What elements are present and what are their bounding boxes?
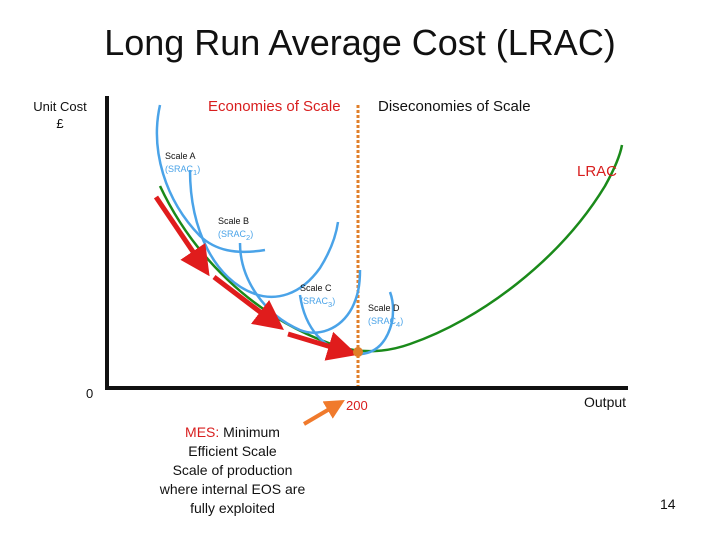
mes-output-value: 200	[346, 398, 368, 413]
lrac-curve	[158, 144, 624, 353]
eos-arrow-3	[287, 331, 358, 361]
srac-c-code: (SRAC3)	[300, 296, 336, 309]
srac-b-code: (SRAC2)	[218, 229, 254, 242]
lrac-label: LRAC	[577, 163, 618, 180]
mes-abbr: MES:	[185, 424, 220, 440]
mes-point	[353, 347, 363, 357]
mes-definition: MES: Minimum Efficient Scale Scale of pr…	[150, 423, 315, 518]
economies-of-scale-label: Economies of Scale	[208, 98, 341, 115]
srac-c-curve	[238, 242, 362, 334]
srac-d-code: (SRAC4)	[368, 316, 404, 329]
srac-b-label: Scale B (SRAC2)	[218, 215, 253, 244]
srac-d-curve	[298, 291, 395, 356]
slide-title: Long Run Average Cost (LRAC)	[104, 22, 616, 63]
origin-label: 0	[86, 386, 94, 401]
srac-c-name: Scale C	[300, 283, 332, 293]
srac-a-code: (SRAC1)	[165, 164, 201, 177]
y-axis-label-line1: Unit Cost	[33, 99, 87, 114]
mes-line1: MES: Minimum	[150, 423, 315, 442]
srac-d-name: Scale D	[368, 303, 400, 313]
mes-line2: Efficient Scale	[188, 443, 277, 459]
page-number: 14	[660, 496, 676, 512]
diseconomies-of-scale-label: Diseconomies of Scale	[378, 98, 531, 115]
srac-b-name: Scale B	[218, 216, 250, 226]
y-axis-label-line2: £	[56, 116, 64, 131]
mes-pointer-arrow	[302, 399, 345, 426]
eos-arrow-1	[153, 195, 210, 277]
srac-a-name: Scale A	[165, 151, 196, 161]
x-axis-label: Output	[584, 394, 627, 410]
mes-line4: where internal EOS are	[159, 481, 306, 497]
eos-arrow-2	[212, 275, 284, 331]
y-axis-label: Unit Cost £	[20, 98, 100, 132]
srac-a-curve	[155, 104, 266, 254]
mes-line3: Scale of production	[172, 462, 293, 478]
srac-c-label: Scale C (SRAC3)	[300, 282, 335, 311]
srac-d-label: Scale D (SRAC4)	[368, 302, 403, 331]
srac-b-curve	[188, 169, 340, 299]
mes-line1-rest: Minimum	[219, 424, 280, 440]
srac-a-label: Scale A (SRAC1)	[165, 150, 200, 179]
mes-line5: fully exploited	[190, 500, 275, 516]
